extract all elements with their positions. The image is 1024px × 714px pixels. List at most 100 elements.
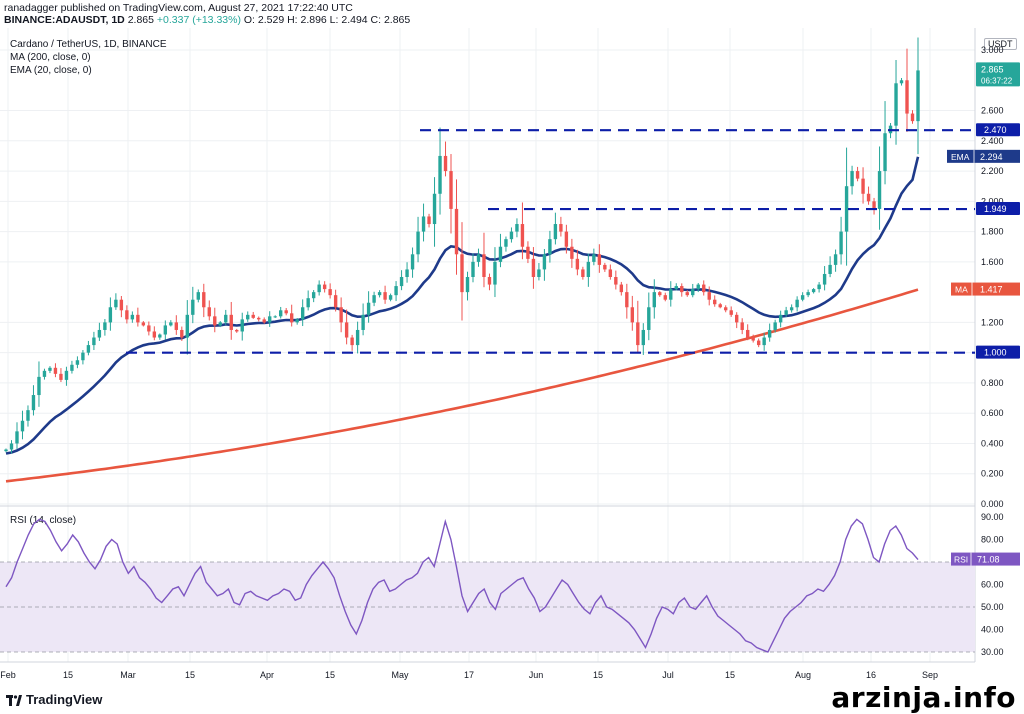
- candle-body: [663, 295, 667, 300]
- candle-body: [64, 370, 69, 380]
- candle-body: [427, 216, 431, 225]
- price-tick-label: 2.400: [981, 136, 1004, 146]
- rsi-badge-bg: [951, 552, 1020, 566]
- candle-body: [229, 314, 233, 330]
- candle-body: [416, 231, 420, 255]
- time-tick-label: 17: [464, 670, 474, 680]
- candle-body: [910, 113, 915, 122]
- candle-body: [778, 314, 783, 323]
- candle-body: [213, 316, 217, 326]
- candle-body: [751, 337, 755, 341]
- candle-body: [586, 261, 591, 277]
- candle-body: [740, 322, 744, 330]
- candle-body: [482, 254, 486, 277]
- candle-body: [833, 254, 838, 265]
- candle-body: [806, 292, 810, 296]
- rsi-badge: RSI 71.08: [951, 552, 1020, 566]
- price-tick-label: 0.000: [981, 499, 1004, 509]
- candle-body: [465, 277, 470, 293]
- candle-body: [251, 314, 255, 318]
- candle-body: [707, 292, 711, 300]
- brand-label: TradingView: [26, 692, 103, 707]
- candle-body: [48, 367, 52, 371]
- price-chart[interactable]: Cardano / TetherUS, 1D, BINANCE MA (200,…: [0, 0, 1024, 690]
- rsi-tick-label: 50.00: [981, 602, 1004, 612]
- candle-body: [817, 284, 821, 290]
- time-axis: Feb 15 Mar 15 Apr 15 May 17 Jun 15 Jul 15 Aug 16 Sep: [0, 670, 938, 680]
- candle-body: [564, 231, 569, 247]
- candle-body: [691, 289, 695, 296]
- candle-body: [855, 171, 860, 179]
- candle-body: [735, 314, 739, 323]
- candle-body: [15, 431, 19, 444]
- level-badge-1000-text: 1.000: [984, 348, 1007, 358]
- candle-body: [311, 292, 316, 299]
- level-badge-2470-text: 2.470: [984, 125, 1007, 135]
- price-tick-label: 1.600: [981, 257, 1004, 267]
- ema-badge-value: 2.294: [980, 152, 1003, 162]
- candle-body: [432, 193, 437, 225]
- rsi-path: [5, 518, 919, 653]
- candle-body: [180, 329, 184, 338]
- candle-body: [366, 302, 371, 315]
- price-axis: 3.000 2.600 2.400 2.200 2.000 1.800 1.600 1.200…: [981, 45, 1004, 509]
- last-price-badge-text: 2.865: [981, 64, 1004, 74]
- candle-body: [339, 307, 343, 323]
- ma-badge-bg: [951, 282, 1020, 296]
- candle-body: [647, 307, 651, 330]
- rsi-band: [0, 561, 975, 653]
- candle-body: [559, 224, 563, 232]
- candle-body: [603, 264, 607, 270]
- candle-body: [355, 329, 360, 346]
- level-badge-2470-bg: [976, 123, 1020, 137]
- candle-body: [262, 319, 266, 323]
- candle-body: [597, 254, 602, 265]
- price-tick-label: 2.200: [981, 166, 1004, 176]
- candle-body: [789, 307, 794, 311]
- level-badge-1000-bg: [976, 345, 1020, 359]
- ma-legend: MA (200, close, 0): [10, 52, 91, 63]
- price-tick-label: 0.600: [981, 408, 1004, 418]
- level-badge-1949-text: 1.949: [984, 204, 1007, 214]
- candle-body: [257, 317, 261, 320]
- candle-body: [498, 246, 503, 262]
- last-price: 2.865: [127, 14, 154, 26]
- candle-body: [756, 340, 761, 346]
- candle-body: [383, 292, 387, 300]
- candle-body: [141, 322, 146, 326]
- candle-body: [388, 295, 393, 300]
- candle-body: [581, 269, 585, 277]
- ma-badge: MA 1.417: [951, 282, 1020, 296]
- candle-body: [916, 70, 920, 122]
- candle-body: [877, 171, 882, 209]
- candle-body: [405, 269, 409, 277]
- candle-body: [163, 325, 168, 335]
- level-badge-1949: 1.949: [976, 202, 1020, 216]
- candle-body: [614, 277, 618, 285]
- time-tick-label: 15: [63, 670, 73, 680]
- candle-body: [718, 304, 722, 308]
- candle-body: [674, 286, 678, 290]
- candle-body: [713, 299, 717, 305]
- tradingview-logo: TradingView: [6, 692, 102, 707]
- candle-body: [174, 322, 179, 330]
- candle-body: [344, 322, 349, 338]
- time-tick-label: 15: [725, 670, 735, 680]
- candle-body: [443, 155, 448, 172]
- candle-body: [97, 329, 102, 338]
- time-tick-label: Apr: [260, 670, 274, 680]
- candle-body: [504, 239, 508, 247]
- candle-body: [191, 299, 195, 315]
- rsi-tick-label: 40.00: [981, 625, 1004, 635]
- candle-body: [361, 314, 365, 330]
- candle-body: [861, 178, 865, 194]
- candle-body: [26, 410, 30, 421]
- ohlc-values: O: 2.529 H: 2.896 L: 2.494 C: 2.865: [243, 14, 411, 26]
- candle-body: [328, 289, 332, 296]
- time-tick-label: Feb: [0, 670, 16, 680]
- candle-body: [515, 224, 519, 232]
- candle-body: [811, 289, 816, 293]
- candle-body: [31, 395, 36, 411]
- price-tick-label: 0.800: [981, 378, 1004, 388]
